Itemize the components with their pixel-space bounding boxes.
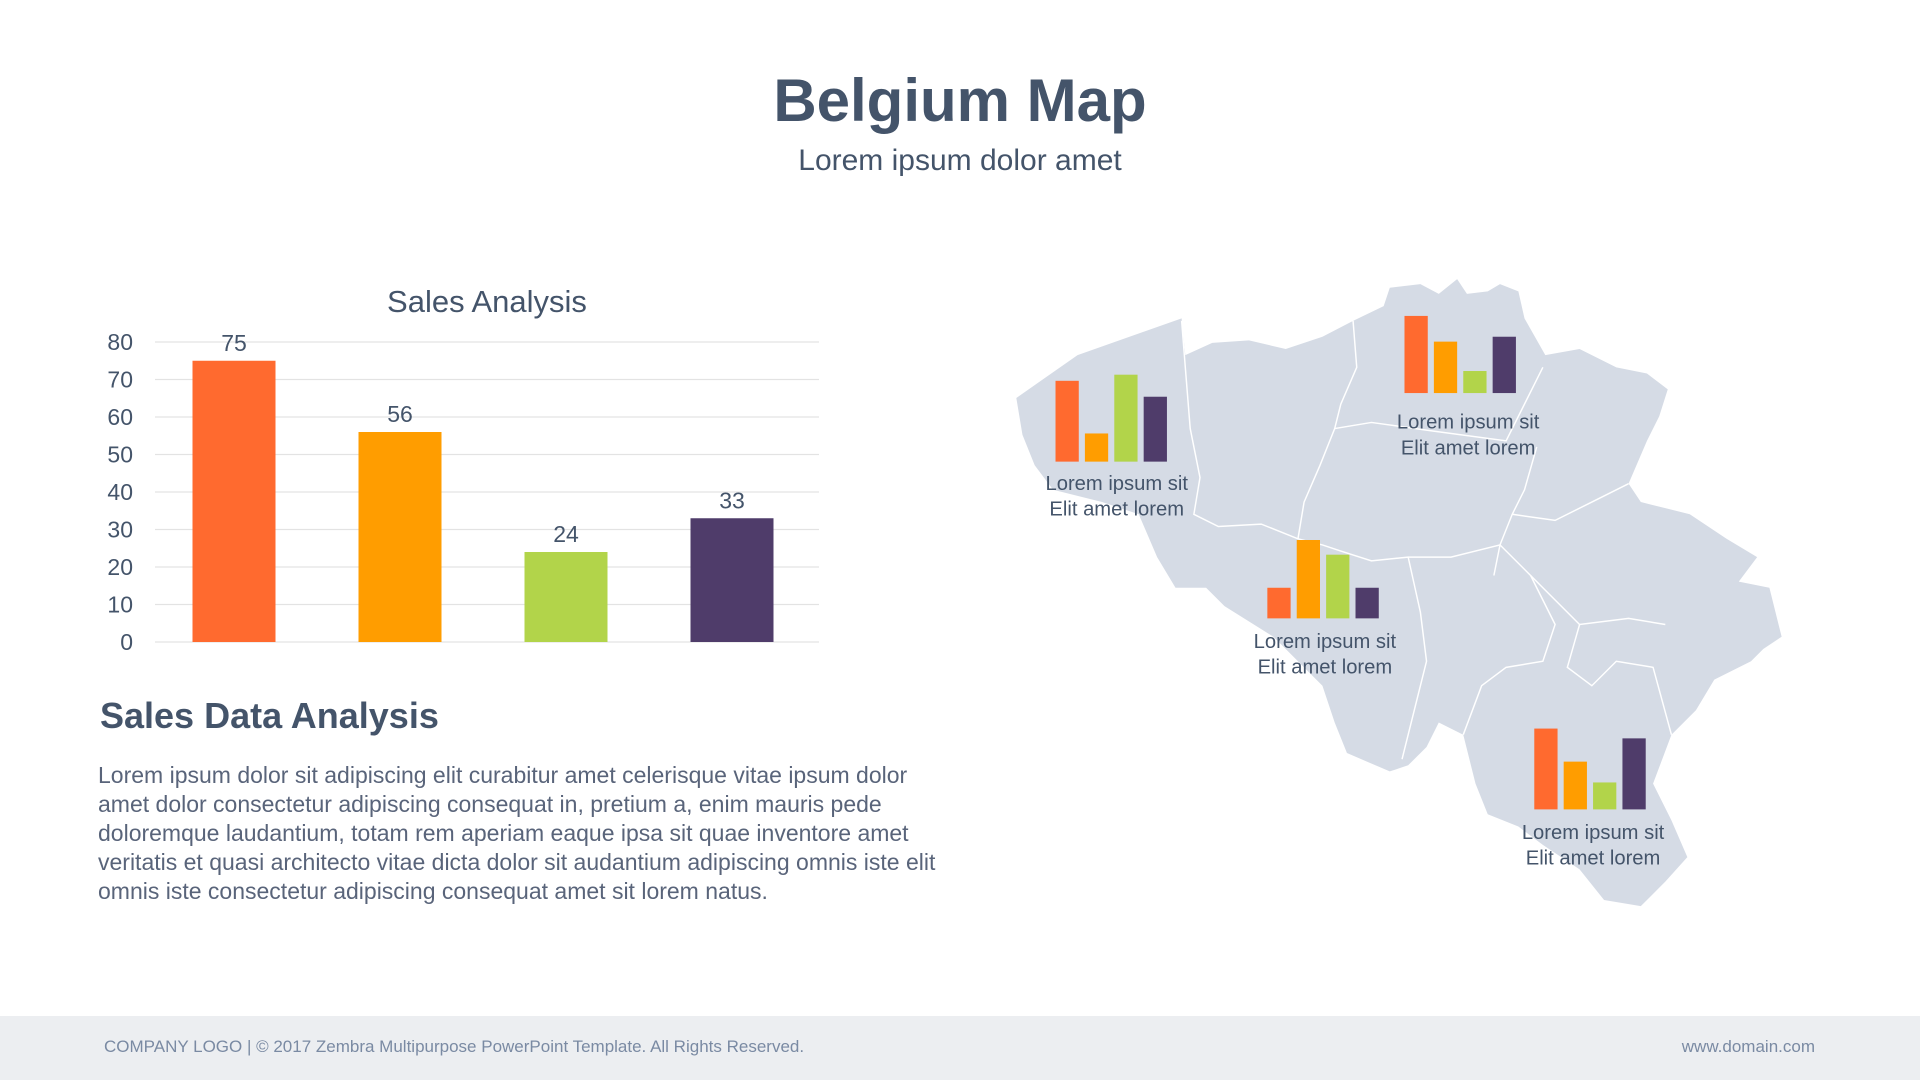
region-mini-chart: Lorem ipsum sit Elit amet lorem [1522, 728, 1665, 869]
mini-bar [1055, 380, 1079, 462]
y-tick-label: 60 [107, 404, 133, 430]
mini-bar [1084, 433, 1109, 462]
belgium-outline [1016, 279, 1782, 907]
region-label-line2: Elit amet lorem [1049, 499, 1184, 521]
bar [358, 432, 442, 642]
region-label-line1: Lorem ipsum sit [1522, 822, 1665, 844]
footer-copyright: COMPANY LOGO | © 2017 Zembra Multipurpos… [104, 1037, 805, 1056]
region-label-line2: Elit amet lorem [1526, 847, 1661, 869]
bar [690, 518, 774, 642]
y-tick-label: 50 [107, 442, 133, 468]
region-label-line2: Elit amet lorem [1258, 656, 1393, 678]
mini-bar [1463, 371, 1487, 394]
bar-data-label: 75 [221, 330, 247, 356]
mini-bar [1492, 336, 1516, 394]
region-label-line1: Lorem ipsum sit [1397, 412, 1540, 434]
y-tick-label: 10 [107, 592, 133, 618]
y-tick-label: 40 [107, 479, 133, 505]
mini-bar [1267, 587, 1291, 619]
mini-bar [1593, 782, 1617, 810]
mini-bar [1143, 396, 1167, 462]
y-tick-label: 0 [120, 629, 133, 655]
section-title: Sales Data Analysis [100, 695, 439, 736]
y-tick-label: 70 [107, 367, 133, 393]
bar-data-label: 33 [719, 487, 745, 513]
chart-title: Sales Analysis [387, 284, 587, 319]
region-mini-chart: Lorem ipsum sit Elit amet lorem [1254, 540, 1397, 678]
mini-bar [1404, 315, 1428, 394]
region-label-line2: Elit amet lorem [1401, 437, 1536, 459]
y-tick-label: 30 [107, 517, 133, 543]
mini-bar [1433, 341, 1458, 394]
region-mini-chart: Lorem ipsum sit Elit amet lorem [1397, 315, 1540, 459]
region-label-line1: Lorem ipsum sit [1254, 631, 1397, 653]
bar [524, 552, 608, 642]
bar-data-label: 56 [387, 401, 413, 427]
mini-bar [1296, 540, 1320, 619]
region-mini-chart: Lorem ipsum sit Elit amet lorem [1045, 374, 1188, 521]
province-borders [1180, 320, 1673, 760]
bar [192, 360, 276, 642]
mini-bar [1326, 554, 1350, 619]
section-body: Lorem ipsum dolor sit adipiscing elit cu… [98, 762, 936, 904]
mini-bar [1534, 728, 1558, 810]
mini-bar [1355, 587, 1379, 619]
page-subtitle: Lorem ipsum dolor amet [798, 144, 1122, 177]
footer-website-link[interactable]: www.domain.com [1681, 1037, 1815, 1056]
y-tick-label: 20 [107, 554, 133, 580]
bar-data-label: 24 [553, 521, 579, 547]
region-label-line1: Lorem ipsum sit [1045, 473, 1188, 495]
mini-bar [1114, 374, 1138, 462]
mini-bar [1563, 761, 1587, 810]
footer [0, 1016, 1920, 1080]
mini-bar [1622, 738, 1646, 810]
page-title: Belgium Map [773, 67, 1147, 134]
y-tick-label: 80 [107, 329, 133, 355]
